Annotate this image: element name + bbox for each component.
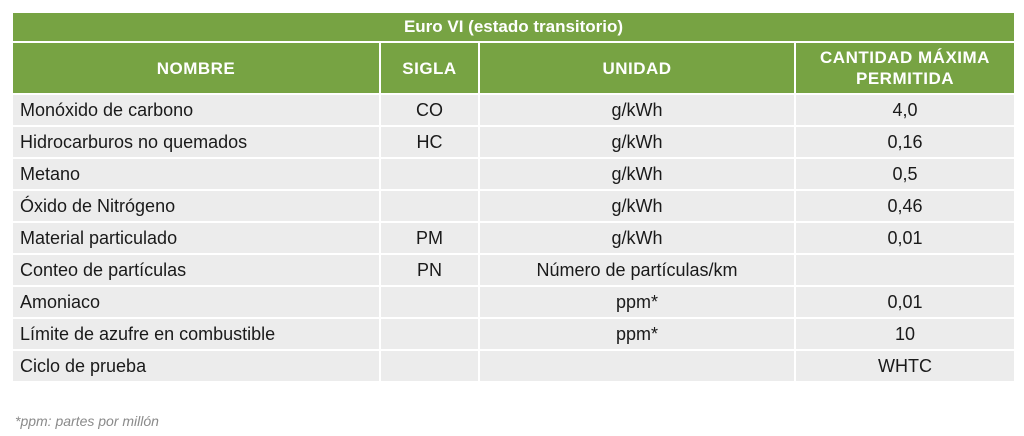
table-title: Euro VI (estado transitorio) <box>10 11 1017 43</box>
table-row: Material particulado PM g/kWh 0,01 <box>11 221 1017 255</box>
cell-sigla <box>379 317 480 351</box>
header-cantidad-line2: PERMITIDA <box>856 69 954 88</box>
cell-nombre: Amoniaco <box>11 285 381 319</box>
table-row: Monóxido de carbono CO g/kWh 4,0 <box>11 93 1017 127</box>
cell-cantidad <box>793 253 1017 287</box>
cell-unidad: Número de partículas/km <box>478 253 796 287</box>
table-row: Amoniaco ppm* 0,01 <box>11 285 1017 319</box>
cell-cantidad: 10 <box>793 317 1017 351</box>
table-title-row: Euro VI (estado transitorio) <box>10 11 1017 43</box>
header-cantidad-line1: CANTIDAD MÁXIMA <box>820 48 990 67</box>
cell-cantidad: 0,5 <box>793 157 1017 191</box>
table-row: Hidrocarburos no quemados HC g/kWh 0,16 <box>11 125 1017 159</box>
header-cantidad: CANTIDAD MÁXIMA PERMITIDA <box>793 41 1017 95</box>
cell-unidad: g/kWh <box>478 189 796 223</box>
cell-unidad: g/kWh <box>478 221 796 255</box>
cell-sigla <box>379 189 480 223</box>
emissions-table: Euro VI (estado transitorio) NOMBRE SIGL… <box>10 11 1017 383</box>
header-nombre: NOMBRE <box>11 41 381 95</box>
cell-sigla: PN <box>379 253 480 287</box>
cell-cantidad: 0,46 <box>793 189 1017 223</box>
cell-nombre: Conteo de partículas <box>11 253 381 287</box>
cell-unidad: g/kWh <box>478 157 796 191</box>
table-header-row: NOMBRE SIGLA UNIDAD CANTIDAD MÁXIMA PERM… <box>11 41 1017 95</box>
cell-nombre: Metano <box>11 157 381 191</box>
emissions-table-container: Euro VI (estado transitorio) NOMBRE SIGL… <box>10 11 1017 383</box>
cell-unidad: g/kWh <box>478 93 796 127</box>
cell-nombre: Límite de azufre en combustible <box>11 317 381 351</box>
cell-nombre: Hidrocarburos no quemados <box>11 125 381 159</box>
cell-unidad: g/kWh <box>478 125 796 159</box>
cell-cantidad: 0,01 <box>793 221 1017 255</box>
cell-nombre: Ciclo de prueba <box>11 349 381 383</box>
table-row: Óxido de Nitrógeno g/kWh 0,46 <box>11 189 1017 223</box>
table-row: Metano g/kWh 0,5 <box>11 157 1017 191</box>
cell-sigla <box>379 285 480 319</box>
cell-cantidad: 0,16 <box>793 125 1017 159</box>
table-row: Conteo de partículas PN Número de partíc… <box>11 253 1017 287</box>
footnote: *ppm: partes por millón <box>15 413 159 429</box>
cell-cantidad: 4,0 <box>793 93 1017 127</box>
cell-cantidad: WHTC <box>793 349 1017 383</box>
table-row: Ciclo de prueba WHTC <box>11 349 1017 383</box>
cell-sigla: HC <box>379 125 480 159</box>
cell-unidad <box>478 349 796 383</box>
header-unidad: UNIDAD <box>478 41 796 95</box>
header-sigla: SIGLA <box>379 41 480 95</box>
cell-nombre: Monóxido de carbono <box>11 93 381 127</box>
cell-unidad: ppm* <box>478 317 796 351</box>
cell-sigla: CO <box>379 93 480 127</box>
table-row: Límite de azufre en combustible ppm* 10 <box>11 317 1017 351</box>
cell-nombre: Material particulado <box>11 221 381 255</box>
cell-cantidad: 0,01 <box>793 285 1017 319</box>
cell-sigla <box>379 349 480 383</box>
cell-sigla <box>379 157 480 191</box>
cell-unidad: ppm* <box>478 285 796 319</box>
cell-sigla: PM <box>379 221 480 255</box>
cell-nombre: Óxido de Nitrógeno <box>11 189 381 223</box>
